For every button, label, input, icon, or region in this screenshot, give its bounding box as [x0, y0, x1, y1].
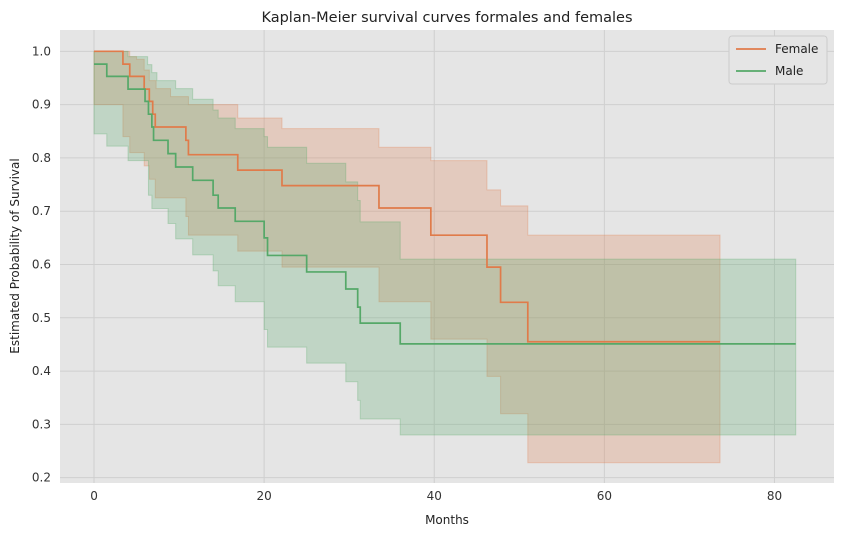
- y-tick-label: 0.6: [32, 257, 51, 271]
- legend-box: [728, 35, 828, 85]
- y-tick-label: 0.9: [32, 98, 51, 112]
- legend-label-male: Male: [775, 64, 803, 78]
- y-tick-label: 0.3: [32, 417, 51, 431]
- x-axis-label: Months: [425, 513, 469, 527]
- y-tick-label: 0.2: [32, 471, 51, 485]
- chart-title: Kaplan-Meier survival curves formales an…: [261, 10, 632, 26]
- legend-label-female: Female: [775, 42, 818, 56]
- y-axis-label: Estimated Probability of Survival: [8, 158, 22, 353]
- y-tick-label: 1.0: [32, 44, 51, 58]
- survival-lines: [94, 50, 796, 345]
- x-tick-label: 0: [90, 489, 98, 503]
- legend: Female Male: [728, 35, 828, 85]
- confidence-bands: [93, 50, 797, 464]
- x-tick-label: 20: [256, 489, 271, 503]
- plot-area: [60, 30, 834, 483]
- y-tick-label: 0.4: [32, 364, 51, 378]
- survival-line-female: [94, 50, 721, 343]
- confidence-band-female: [93, 50, 721, 464]
- y-tick-label: 0.7: [32, 204, 51, 218]
- y-tick-label: 0.5: [32, 311, 51, 325]
- x-tick-label: 80: [767, 489, 782, 503]
- confidence-band-male: [93, 50, 797, 436]
- x-tick-label: 60: [597, 489, 612, 503]
- x-tick-label: 40: [427, 489, 442, 503]
- tick-labels: 0 20 40 60 80 0.2 0.3 0.4 0.5 0.6 0.7 0.8 0.9 1.0: [32, 44, 782, 503]
- y-tick-label: 0.8: [32, 151, 51, 165]
- gridlines: [60, 30, 834, 483]
- survival-line-male: [94, 63, 796, 345]
